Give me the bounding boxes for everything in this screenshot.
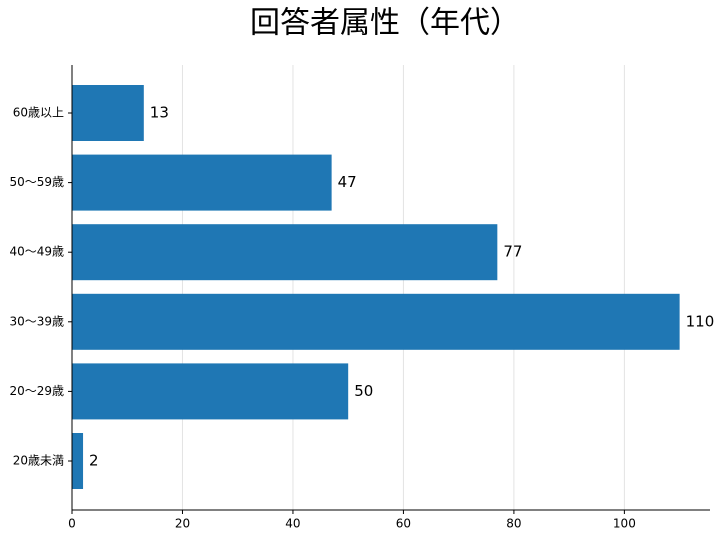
value-label: 77 bbox=[503, 243, 522, 261]
bar bbox=[72, 293, 680, 350]
y-tick-label: 40～49歳 bbox=[9, 245, 64, 259]
bar bbox=[72, 154, 332, 211]
value-label: 50 bbox=[354, 382, 373, 400]
x-tick-label: 40 bbox=[285, 517, 300, 531]
y-tick-label: 20～29歳 bbox=[9, 384, 64, 398]
y-tick-label: 20歳未満 bbox=[13, 454, 64, 468]
y-tick-label: 60歳以上 bbox=[13, 106, 64, 120]
chart-title: 回答者属性（年代） bbox=[250, 6, 520, 41]
bar bbox=[72, 224, 498, 281]
value-label: 110 bbox=[686, 312, 715, 330]
value-label: 47 bbox=[338, 173, 357, 191]
bar bbox=[72, 363, 349, 420]
x-tick-label: 80 bbox=[506, 517, 521, 531]
value-label: 2 bbox=[89, 452, 99, 470]
bar bbox=[72, 85, 144, 141]
x-tick-label: 20 bbox=[175, 517, 190, 531]
x-tick-label: 60 bbox=[396, 517, 411, 531]
bar bbox=[72, 433, 84, 489]
y-tick-label: 30～39歳 bbox=[9, 314, 64, 328]
y-tick-label: 50～59歳 bbox=[9, 175, 64, 189]
value-label: 13 bbox=[150, 104, 169, 122]
x-tick-label: 0 bbox=[68, 517, 76, 531]
x-tick-label: 100 bbox=[613, 517, 636, 531]
